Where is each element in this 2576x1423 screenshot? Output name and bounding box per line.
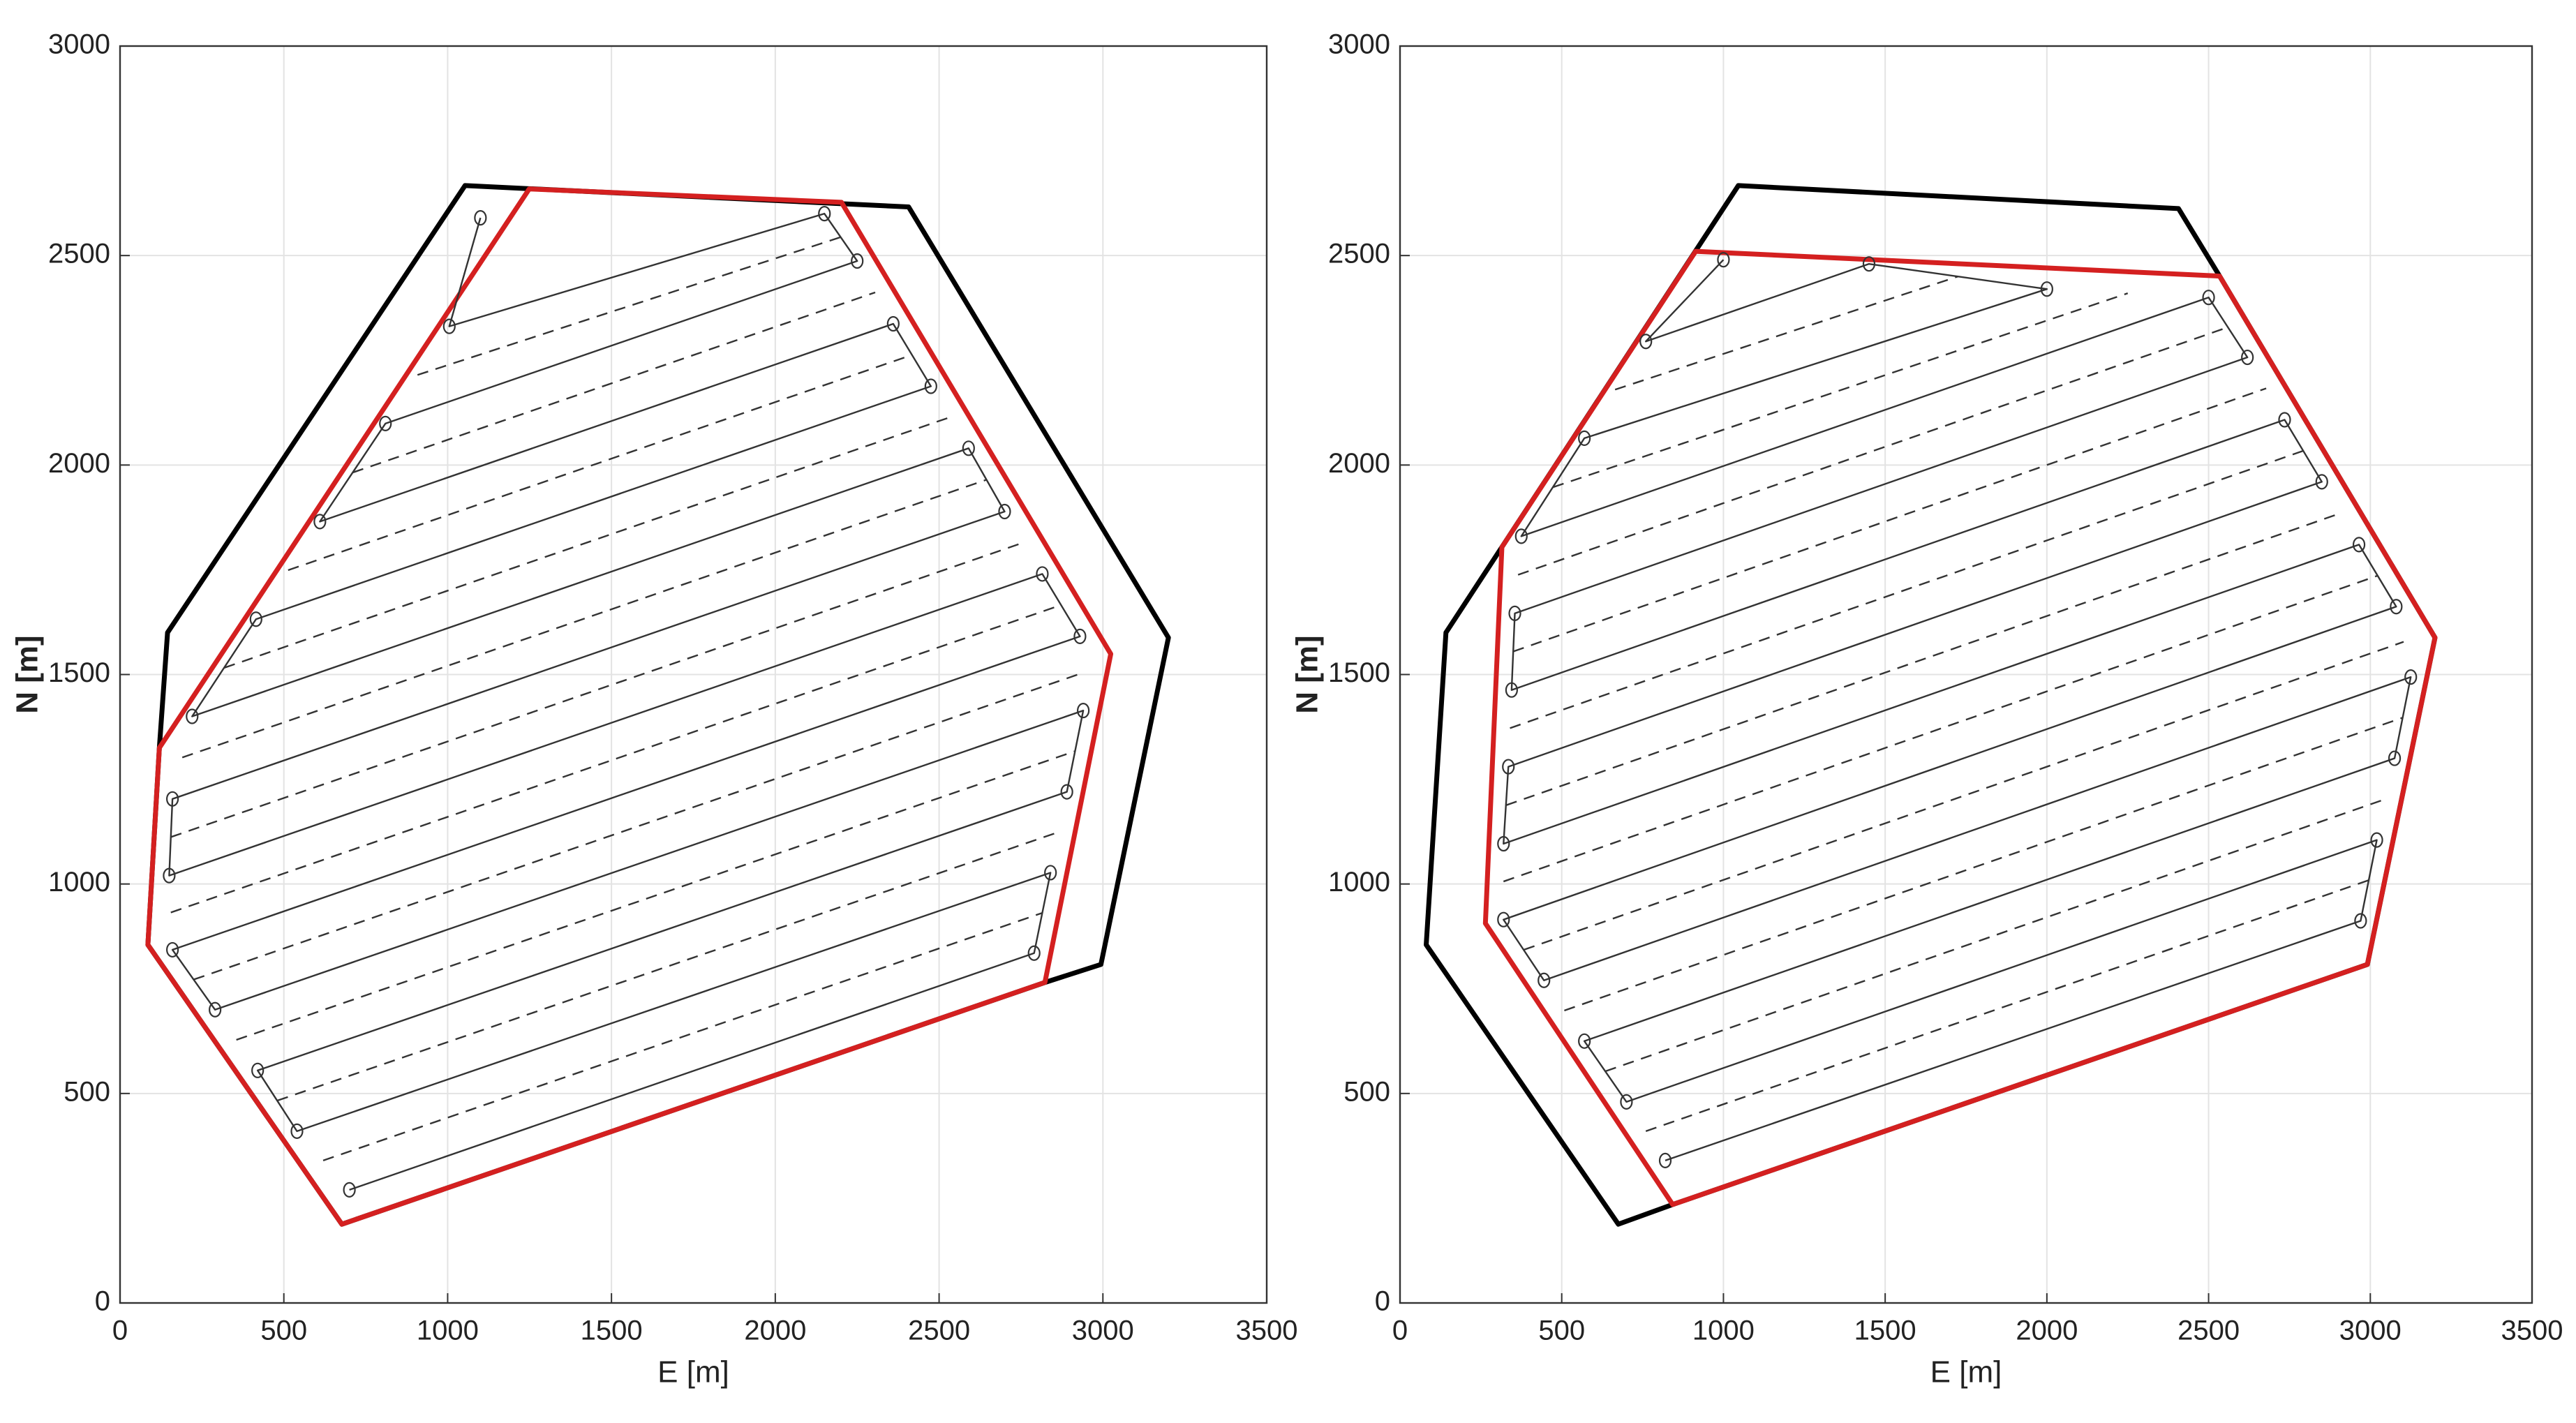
x-tick-label: 2500 [2177, 1316, 2240, 1346]
flight-path [1503, 259, 2412, 1162]
waypoint [818, 206, 831, 222]
x-tick-label: 2500 [908, 1316, 970, 1346]
waypoint [2370, 832, 2383, 848]
waypoint [1717, 252, 1730, 268]
waypoint [1027, 945, 1041, 961]
y-tick-label: 1500 [48, 657, 110, 688]
x-tick-label: 1000 [417, 1316, 479, 1346]
waypoint [1497, 911, 1510, 927]
waypoint [249, 611, 262, 627]
y-tick-label: 2000 [1328, 448, 1390, 479]
y-tick-label: 1000 [48, 867, 110, 897]
waypoint [166, 791, 179, 807]
waypoint [186, 708, 199, 724]
waypoint [886, 315, 900, 332]
x-tick-label: 0 [1392, 1316, 1408, 1346]
dashed-track [1503, 276, 2404, 1132]
waypoint [1497, 835, 1510, 852]
waypoint [2202, 290, 2215, 306]
waypoint [1508, 605, 1521, 621]
waypoint [924, 378, 937, 394]
waypoint [851, 253, 864, 269]
x-tick-label: 1500 [581, 1316, 643, 1346]
waypoint [1514, 528, 1528, 544]
waypoint [1060, 784, 1073, 800]
waypoint [1620, 1094, 1633, 1110]
y-tick-label: 2500 [1328, 239, 1390, 269]
y-tick-label: 500 [1343, 1076, 1390, 1107]
waypoint [163, 867, 176, 884]
waypoint [1044, 865, 1057, 881]
x-tick-label: 3000 [2339, 1316, 2402, 1346]
waypoint [166, 941, 179, 958]
x-tick-label: 3000 [1072, 1316, 1134, 1346]
waypoint [2390, 599, 2403, 615]
y-tick-label: 0 [95, 1286, 110, 1317]
waypoint [1578, 1033, 1591, 1049]
x-tick-label: 1500 [1854, 1316, 1916, 1346]
waypoint [1658, 1152, 1672, 1168]
waypoint [2040, 281, 2053, 297]
x-axis-label: E [m] [657, 1355, 729, 1390]
plot-frame [1399, 45, 2533, 1304]
y-tick-label: 2500 [48, 239, 110, 269]
y-tick-label: 2000 [48, 448, 110, 479]
plot-marks [1424, 183, 2438, 1227]
waypoint [2241, 349, 2254, 366]
flight-path [168, 212, 1085, 1191]
waypoint [343, 1182, 356, 1198]
waypoint [313, 514, 327, 530]
y-tick-label: 3000 [48, 29, 110, 60]
waypoint [379, 415, 392, 432]
waypoint [442, 318, 456, 334]
waypoint [1862, 256, 1876, 272]
waypoint [2388, 750, 2402, 766]
waypoint [962, 440, 975, 456]
panel: 0 500 1000 1500 2000 2500 3000 3500 0 500 1000 1500… [10, 29, 1298, 1390]
y-axis-label: N [m] [1290, 635, 1325, 713]
panel: 0 500 1000 1500 2000 2500 3000 3500 0 500 1000 1500… [1290, 29, 2563, 1390]
waypoint [1505, 682, 1518, 698]
waypoint [2352, 537, 2366, 553]
waypoint [2404, 669, 2418, 685]
waypoint [1036, 566, 1049, 582]
waypoint [290, 1123, 304, 1139]
x-tick-label: 500 [260, 1316, 307, 1346]
y-axis-label: N [m] [10, 635, 45, 713]
x-tick-label: 2000 [744, 1316, 806, 1346]
x-tick-label: 0 [112, 1316, 128, 1346]
waypoint [209, 1001, 222, 1018]
y-tick-label: 0 [1375, 1286, 1390, 1317]
x-axis-label: E [m] [1930, 1355, 2002, 1390]
waypoint [1077, 703, 1090, 719]
waypoint [2354, 913, 2367, 929]
x-tick-label: 3500 [1236, 1316, 1298, 1346]
x-tick-label: 2000 [2016, 1316, 2078, 1346]
waypoint [1578, 430, 1591, 447]
dashed-track [170, 236, 1082, 1162]
waypoint [1502, 759, 1515, 775]
waypoint [2278, 412, 2291, 428]
y-tick-label: 3000 [1328, 29, 1390, 60]
waypoint [998, 503, 1011, 520]
waypoint [1538, 972, 1551, 988]
waypoint [1639, 334, 1653, 350]
waypoint [1073, 628, 1087, 644]
x-tick-label: 3500 [2501, 1316, 2563, 1346]
y-tick-label: 500 [64, 1076, 110, 1107]
x-tick-label: 1000 [1692, 1316, 1755, 1346]
boundary-polygon [1482, 248, 2438, 1207]
x-tick-label: 500 [1538, 1316, 1585, 1346]
y-tick-label: 1000 [1328, 867, 1390, 897]
waypoint [251, 1062, 265, 1078]
boundary-polygon [145, 186, 1114, 1227]
waypoint [2315, 474, 2328, 490]
plot-frame [119, 45, 1268, 1304]
waypoint [474, 210, 487, 226]
y-tick-label: 1500 [1328, 657, 1390, 688]
plot-marks [145, 183, 1171, 1227]
